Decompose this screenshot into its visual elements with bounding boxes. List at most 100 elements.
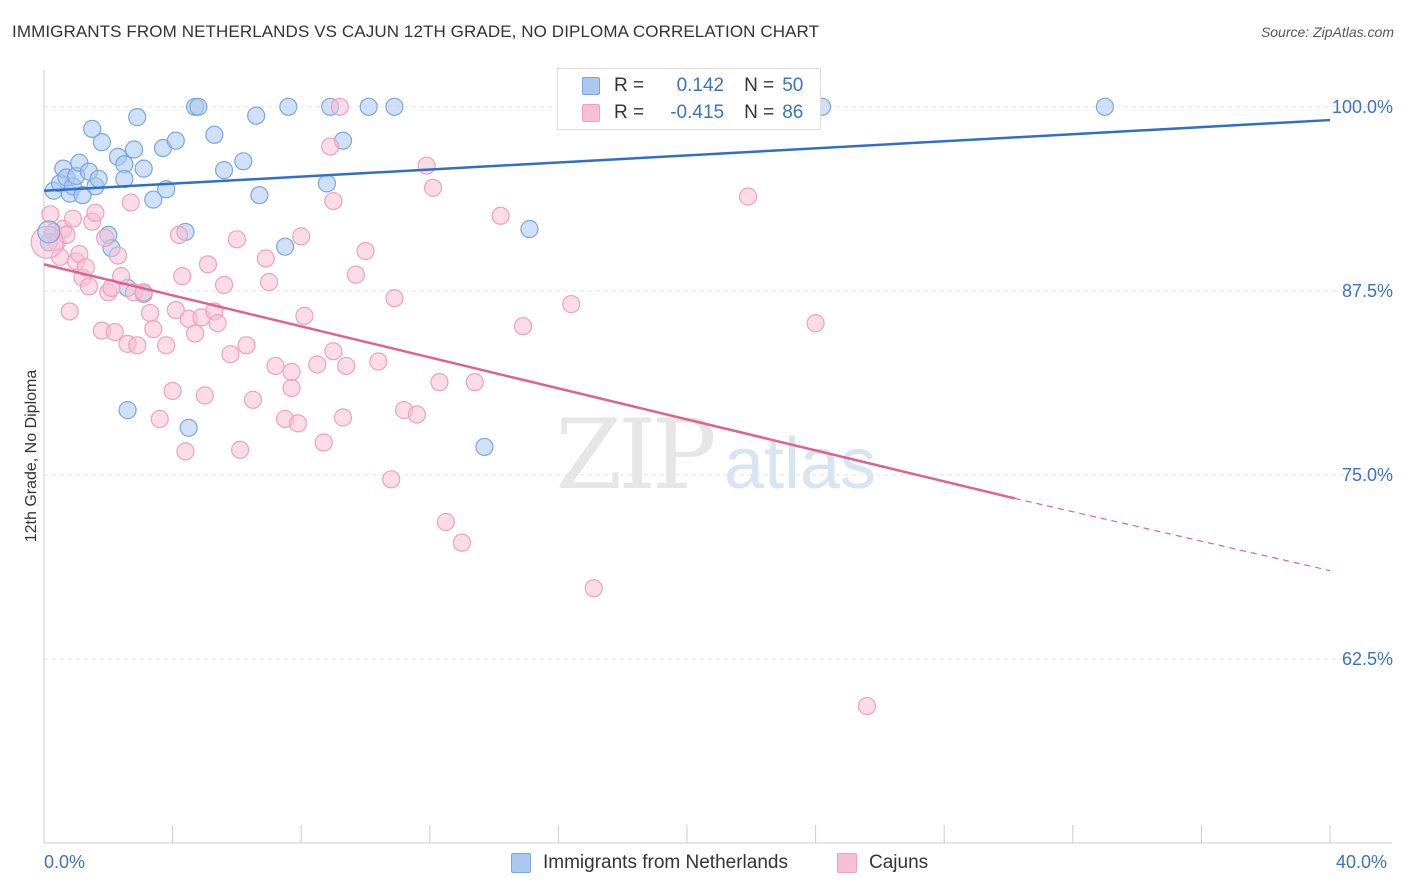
watermark: ZIP atlas: [555, 399, 876, 511]
stats-legend: R = 0.142 N = 50 R = -0.415 N = 86: [557, 68, 821, 130]
grid-lines: [44, 106, 1392, 660]
cajuns-point: [324, 342, 343, 361]
cajuns-point: [41, 205, 60, 224]
x-tick-label-max: 40.0%: [1336, 852, 1388, 872]
cajuns-point: [243, 390, 263, 409]
cajuns-point: [63, 209, 83, 228]
legend-n-label: N =: [744, 75, 775, 96]
netherlands-trend-line: [43, 118, 1331, 192]
cajuns-point: [128, 336, 147, 355]
cajuns-point: [417, 156, 436, 175]
cajuns-point: [330, 97, 349, 116]
legend-r-value: -0.415: [670, 102, 725, 123]
cajuns-point: [857, 696, 877, 716]
cajuns-point: [282, 378, 301, 398]
y-tick-label: 87.5%: [1342, 281, 1393, 301]
cajuns-point: [491, 206, 510, 225]
y-tick-labels: 100.0% 87.5% 75.0% 62.5%: [1332, 97, 1393, 669]
cajuns-point: [105, 322, 124, 342]
y-axis-title: 12th Grade, No Diploma: [23, 369, 40, 543]
cajuns-point: [562, 295, 581, 314]
legend-swatch-cajuns: [837, 853, 857, 873]
watermark-atlas: atlas: [724, 424, 876, 504]
legend-r-label: R =: [614, 102, 645, 123]
legend-swatch-netherlands: [511, 853, 531, 873]
cajuns-point: [465, 373, 484, 392]
cajuns-point: [169, 225, 189, 245]
trend-lines: [43, 118, 1331, 572]
legend-r-value: 0.142: [676, 75, 725, 96]
y-tick-label: 75.0%: [1342, 465, 1393, 485]
legend-row-cajuns: R = -0.415 N = 86: [582, 100, 803, 126]
cajuns-point: [436, 512, 455, 532]
cajuns-point: [584, 579, 603, 598]
x-tick-label-min: 0.0%: [44, 852, 86, 872]
cajuns-point: [738, 187, 758, 206]
cajuns-point: [259, 272, 279, 292]
chart-title: IMMIGRANTS FROM NETHERLANDS VS CAJUN 12T…: [12, 22, 820, 41]
cajuns-point: [173, 267, 192, 286]
cajuns-point: [176, 442, 195, 461]
cajuns-point: [221, 345, 240, 364]
netherlands-point: [189, 97, 208, 116]
cajuns-point: [333, 408, 353, 427]
cajuns-point: [346, 265, 365, 284]
cajuns-point: [227, 230, 246, 249]
cajuns-point: [314, 433, 333, 452]
cajuns-point: [140, 303, 160, 323]
cajuns-point: [513, 317, 533, 336]
cajuns-point: [112, 267, 131, 286]
cajuns-point: [163, 381, 182, 401]
netherlands-point: [520, 219, 539, 239]
netherlands-point: [317, 174, 337, 193]
netherlands-point: [37, 220, 61, 244]
netherlands-point: [205, 125, 224, 144]
netherlands-point: [124, 140, 144, 159]
legend-swatch-netherlands: [582, 77, 600, 95]
netherlands-point: [179, 418, 198, 437]
legend-r-label: R =: [614, 75, 645, 96]
y-tick-label: 62.5%: [1342, 649, 1393, 669]
cajuns-point: [157, 336, 176, 355]
y-tick-label: 100.0%: [1332, 97, 1393, 117]
cajuns-point: [356, 242, 375, 261]
cajuns-point: [266, 356, 285, 376]
legend-item-cajuns[interactable]: Cajuns: [837, 852, 928, 874]
cajuns-point: [144, 320, 163, 339]
netherlands-point: [234, 152, 253, 171]
cajuns-point: [292, 227, 311, 246]
legend-n-value: 86: [782, 102, 804, 123]
netherlands-point: [250, 186, 269, 205]
cajuns-point: [385, 289, 404, 308]
cajuns-point: [321, 137, 340, 156]
cajuns-point: [382, 470, 401, 489]
cajuns-point: [79, 277, 99, 296]
netherlands-point: [276, 237, 295, 256]
netherlands-point: [144, 190, 163, 209]
netherlands-point: [279, 97, 298, 116]
legend-item-netherlands[interactable]: Immigrants from Netherlands: [511, 852, 788, 874]
cajuns-point: [369, 352, 388, 371]
cajuns-trend-extension: [1014, 497, 1331, 572]
cajuns-point: [407, 405, 427, 424]
legend-label-cajuns: Cajuns: [869, 852, 929, 873]
cajuns-point: [150, 409, 169, 429]
source-label: Source: ZipAtlas.com: [1260, 24, 1394, 40]
legend-row-netherlands: R = 0.142 N = 50: [582, 73, 803, 99]
netherlands-point: [214, 161, 234, 180]
data-points: [30, 97, 1115, 716]
cajuns-point: [308, 355, 327, 374]
legend-n-value: 50: [782, 75, 804, 96]
cajuns-point: [256, 249, 275, 268]
legend-label-netherlands: Immigrants from Netherlands: [543, 852, 788, 873]
netherlands-point: [134, 159, 153, 178]
netherlands-point: [118, 401, 137, 420]
legend-n-label: N =: [744, 102, 775, 123]
cajuns-trend-line: [43, 263, 1016, 500]
cajuns-point: [60, 302, 79, 321]
cajuns-point: [324, 191, 343, 211]
netherlands-point: [73, 186, 92, 205]
cajuns-point: [806, 314, 825, 333]
cajuns-point: [237, 336, 256, 355]
